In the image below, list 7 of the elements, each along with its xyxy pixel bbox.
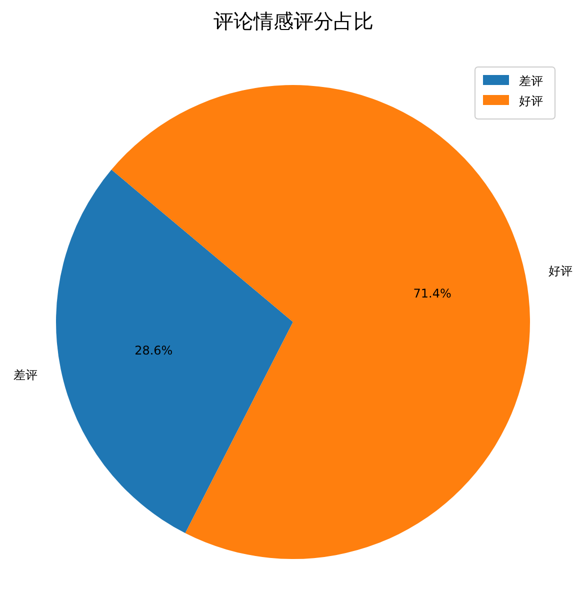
data-label: 28.6%	[134, 343, 173, 358]
legend-label: 好评	[519, 94, 543, 108]
slice-label: 好评	[548, 264, 572, 278]
legend-label: 差评	[519, 74, 543, 88]
data-label: 71.4%	[413, 286, 452, 301]
chart-title: 评论情感评分占比	[214, 9, 374, 33]
slice-label: 差评	[14, 368, 38, 382]
